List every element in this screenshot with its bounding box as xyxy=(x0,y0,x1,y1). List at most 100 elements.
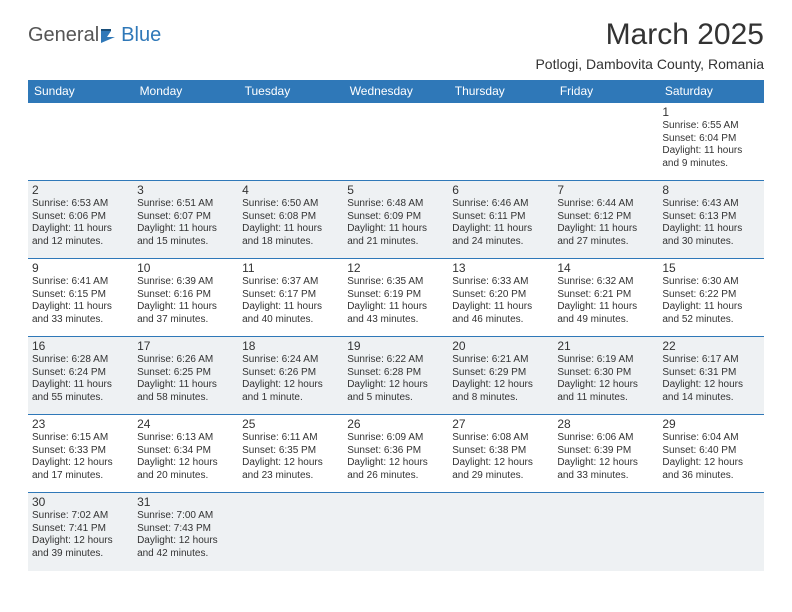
day-info-line: and 36 minutes. xyxy=(662,470,759,483)
day-info-line: and 9 minutes. xyxy=(662,158,759,171)
day-info-line: Daylight: 11 hours xyxy=(137,223,234,236)
day-info-line: Sunset: 6:17 PM xyxy=(242,289,339,302)
day-info-line: Sunrise: 6:15 AM xyxy=(32,432,129,445)
day-info-line: Sunset: 7:43 PM xyxy=(137,523,234,536)
logo-word2: Blue xyxy=(121,24,161,47)
day-number: 29 xyxy=(662,417,759,431)
day-info-line: Sunset: 6:11 PM xyxy=(452,211,549,224)
day-info-line: Daylight: 12 hours xyxy=(137,535,234,548)
calendar-cell xyxy=(553,493,658,571)
day-info-line: and 18 minutes. xyxy=(242,236,339,249)
day-number: 22 xyxy=(662,339,759,353)
day-info-line: Sunrise: 6:43 AM xyxy=(662,198,759,211)
day-info-line: Sunset: 6:39 PM xyxy=(557,445,654,458)
calendar-cell: 12Sunrise: 6:35 AMSunset: 6:19 PMDayligh… xyxy=(343,259,448,337)
day-info-line: Daylight: 12 hours xyxy=(557,379,654,392)
day-info-line: Sunset: 6:36 PM xyxy=(347,445,444,458)
calendar-cell: 26Sunrise: 6:09 AMSunset: 6:36 PMDayligh… xyxy=(343,415,448,493)
day-number: 13 xyxy=(452,261,549,275)
day-number: 1 xyxy=(662,105,759,119)
day-number: 7 xyxy=(557,183,654,197)
day-number: 19 xyxy=(347,339,444,353)
day-number: 21 xyxy=(557,339,654,353)
day-info-line: Daylight: 11 hours xyxy=(557,301,654,314)
day-info-line: Sunrise: 6:06 AM xyxy=(557,432,654,445)
day-info-line: Sunrise: 6:08 AM xyxy=(452,432,549,445)
day-info-line: Sunset: 6:35 PM xyxy=(242,445,339,458)
day-info-line: Sunrise: 6:32 AM xyxy=(557,276,654,289)
day-info-line: Sunrise: 6:46 AM xyxy=(452,198,549,211)
day-info-line: Sunrise: 6:17 AM xyxy=(662,354,759,367)
day-number: 10 xyxy=(137,261,234,275)
day-info-line: and 37 minutes. xyxy=(137,314,234,327)
day-info-line: Sunset: 6:20 PM xyxy=(452,289,549,302)
day-header: Sunday xyxy=(28,80,133,103)
day-header: Saturday xyxy=(658,80,763,103)
day-info-line: Sunrise: 6:24 AM xyxy=(242,354,339,367)
day-info-line: Sunset: 6:06 PM xyxy=(32,211,129,224)
calendar-cell: 11Sunrise: 6:37 AMSunset: 6:17 PMDayligh… xyxy=(238,259,343,337)
day-info-line: Sunset: 6:13 PM xyxy=(662,211,759,224)
day-info-line: Daylight: 11 hours xyxy=(137,301,234,314)
day-info-line: and 29 minutes. xyxy=(452,470,549,483)
day-number: 6 xyxy=(452,183,549,197)
day-info-line: Daylight: 11 hours xyxy=(32,379,129,392)
day-info-line: Daylight: 12 hours xyxy=(452,457,549,470)
day-info-line: and 58 minutes. xyxy=(137,392,234,405)
day-info-line: and 15 minutes. xyxy=(137,236,234,249)
day-info-line: Daylight: 11 hours xyxy=(32,223,129,236)
day-info-line: and 12 minutes. xyxy=(32,236,129,249)
day-number: 12 xyxy=(347,261,444,275)
day-number: 30 xyxy=(32,495,129,509)
day-info-line: and 43 minutes. xyxy=(347,314,444,327)
day-info-line: and 11 minutes. xyxy=(557,392,654,405)
day-info-line: and 1 minute. xyxy=(242,392,339,405)
day-number: 14 xyxy=(557,261,654,275)
day-info-line: Sunrise: 6:21 AM xyxy=(452,354,549,367)
calendar-cell xyxy=(343,103,448,181)
calendar-cell: 27Sunrise: 6:08 AMSunset: 6:38 PMDayligh… xyxy=(448,415,553,493)
calendar-cell: 13Sunrise: 6:33 AMSunset: 6:20 PMDayligh… xyxy=(448,259,553,337)
day-info-line: and 5 minutes. xyxy=(347,392,444,405)
calendar-cell xyxy=(28,103,133,181)
day-info-line: Sunset: 6:25 PM xyxy=(137,367,234,380)
day-info-line: Sunrise: 6:55 AM xyxy=(662,120,759,133)
day-info-line: Sunrise: 6:13 AM xyxy=(137,432,234,445)
day-info-line: Sunset: 6:04 PM xyxy=(662,133,759,146)
day-info-line: Sunrise: 7:02 AM xyxy=(32,510,129,523)
day-header-row: SundayMondayTuesdayWednesdayThursdayFrid… xyxy=(28,80,764,103)
calendar-cell: 15Sunrise: 6:30 AMSunset: 6:22 PMDayligh… xyxy=(658,259,763,337)
day-info-line: and 23 minutes. xyxy=(242,470,339,483)
day-info-line: Sunset: 6:22 PM xyxy=(662,289,759,302)
calendar-cell xyxy=(448,493,553,571)
day-number: 26 xyxy=(347,417,444,431)
day-info-line: Daylight: 12 hours xyxy=(452,379,549,392)
calendar-table: SundayMondayTuesdayWednesdayThursdayFrid… xyxy=(28,80,764,571)
day-number: 8 xyxy=(662,183,759,197)
day-info-line: Daylight: 12 hours xyxy=(557,457,654,470)
calendar-cell: 20Sunrise: 6:21 AMSunset: 6:29 PMDayligh… xyxy=(448,337,553,415)
calendar-cell: 7Sunrise: 6:44 AMSunset: 6:12 PMDaylight… xyxy=(553,181,658,259)
day-info-line: Daylight: 12 hours xyxy=(242,457,339,470)
day-info-line: Daylight: 12 hours xyxy=(347,457,444,470)
day-info-line: Sunrise: 6:41 AM xyxy=(32,276,129,289)
day-info-line: Daylight: 12 hours xyxy=(347,379,444,392)
day-info-line: Sunrise: 6:33 AM xyxy=(452,276,549,289)
calendar-cell: 19Sunrise: 6:22 AMSunset: 6:28 PMDayligh… xyxy=(343,337,448,415)
calendar-cell: 25Sunrise: 6:11 AMSunset: 6:35 PMDayligh… xyxy=(238,415,343,493)
calendar-week: 16Sunrise: 6:28 AMSunset: 6:24 PMDayligh… xyxy=(28,337,764,415)
day-info-line: Sunset: 6:34 PM xyxy=(137,445,234,458)
day-info-line: and 33 minutes. xyxy=(557,470,654,483)
calendar-cell xyxy=(238,103,343,181)
calendar-cell xyxy=(238,493,343,571)
day-info-line: Sunrise: 6:28 AM xyxy=(32,354,129,367)
day-info-line: and 55 minutes. xyxy=(32,392,129,405)
day-info-line: Sunrise: 6:53 AM xyxy=(32,198,129,211)
day-info-line: Sunset: 6:07 PM xyxy=(137,211,234,224)
calendar-cell: 29Sunrise: 6:04 AMSunset: 6:40 PMDayligh… xyxy=(658,415,763,493)
calendar-cell: 22Sunrise: 6:17 AMSunset: 6:31 PMDayligh… xyxy=(658,337,763,415)
calendar-week: 30Sunrise: 7:02 AMSunset: 7:41 PMDayligh… xyxy=(28,493,764,571)
header: General Blue March 2025 Potlogi, Dambovi… xyxy=(28,18,764,72)
day-number: 24 xyxy=(137,417,234,431)
calendar-cell: 5Sunrise: 6:48 AMSunset: 6:09 PMDaylight… xyxy=(343,181,448,259)
